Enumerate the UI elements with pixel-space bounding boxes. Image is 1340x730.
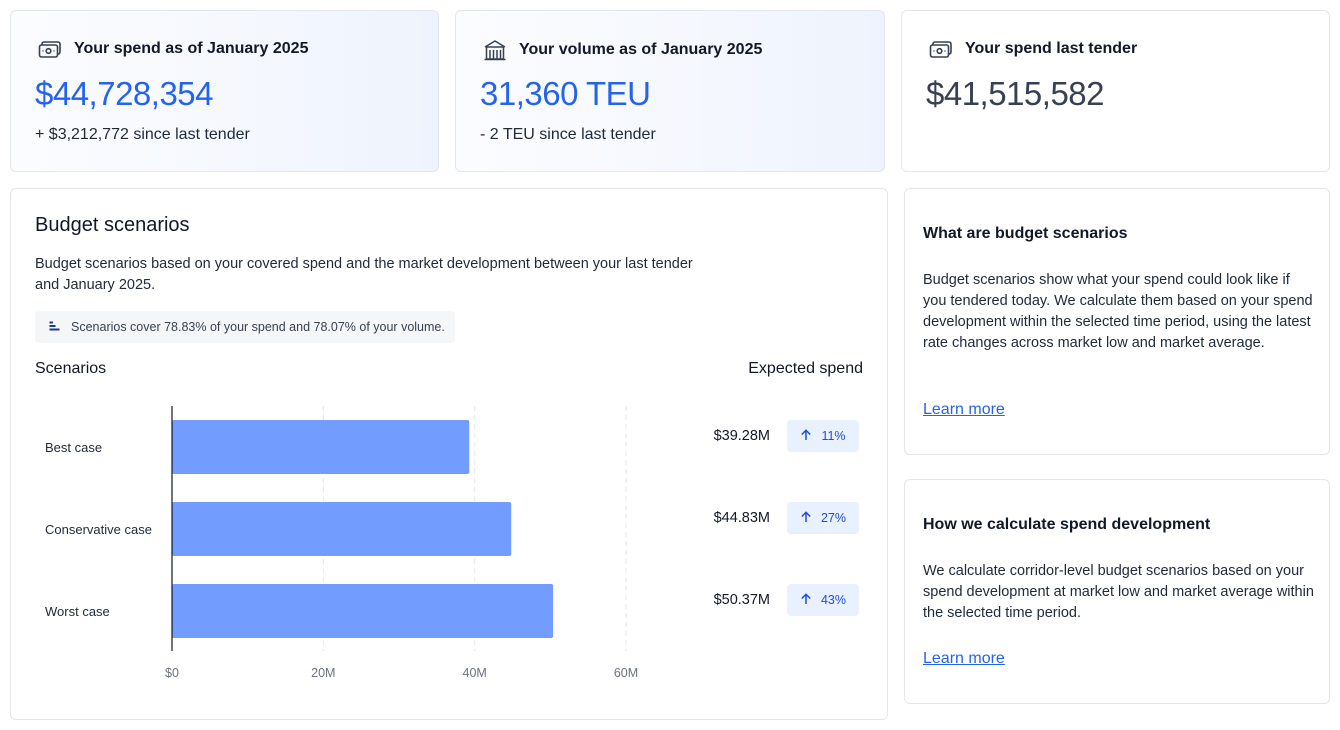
money-icon [929, 39, 953, 59]
money-icon [38, 39, 62, 59]
arrow-up-icon [800, 592, 812, 608]
info-text: We calculate corridor-level budget scena… [923, 563, 1314, 621]
stat-value: 31,360 TEU [480, 75, 651, 112]
arrow-up-icon [800, 510, 812, 526]
change-percent: 11% [821, 429, 846, 443]
stat-card-header: Your volume as of January 2025 [483, 39, 762, 61]
stat-title: Your spend as of January 2025 [74, 40, 309, 57]
stat-delta: - 2 TEU since last tender [480, 126, 656, 143]
change-badge: 27% [787, 502, 859, 534]
scenario-bar-chart: $0 20M 40M 60M Best case Conservative case Wor… [45, 406, 638, 680]
stat-card-header: Your spend as of January 2025 [38, 39, 308, 59]
scenario-bar[interactable] [172, 420, 470, 474]
change-percent: 43% [820, 593, 847, 607]
panel-description: Budget scenarios based on your covered s… [35, 256, 693, 293]
info-title: How we calculate spend development [923, 516, 1211, 533]
coverage-text: Scenarios cover 78.83% of your spend and… [71, 320, 445, 334]
stat-card-last-tender: Your spend last tender $41,515,582 [901, 10, 1330, 172]
stat-title: Your volume as of January 2025 [519, 41, 763, 58]
panel-title: Budget scenarios [35, 214, 190, 236]
expected-spend-value: $50.37M [713, 592, 770, 608]
category-label: Conservative case [45, 522, 152, 537]
x-tick-label: 60M [614, 666, 638, 680]
expected-spend-row: $39.28M 11% [714, 420, 859, 452]
learn-more-link[interactable]: Learn more [923, 650, 1005, 667]
scenario-bar[interactable] [172, 502, 512, 556]
bar-chart-icon [49, 320, 61, 335]
stat-card-volume: Your volume as of January 2025 31,360 TE… [455, 10, 885, 172]
stat-title: Your spend last tender [965, 40, 1138, 57]
expected-spend-row: $44.83M 27% [714, 502, 859, 534]
change-badge: 43% [787, 584, 859, 616]
change-badge: 11% [787, 420, 859, 452]
expected-spend-row: $50.37M 43% [714, 584, 859, 616]
stat-value: $41,515,582 [926, 75, 1105, 112]
stat-card-spend: Your spend as of January 2025 $44,728,35… [10, 10, 439, 172]
info-title: What are budget scenarios [923, 225, 1128, 242]
learn-more-link[interactable]: Learn more [923, 401, 1005, 418]
expected-spend-column-header: Expected spend [748, 360, 863, 377]
info-text: Budget scenarios show what your spend co… [923, 272, 1313, 351]
stat-delta: + $3,212,772 since last tender [35, 126, 250, 143]
info-card-budget-scenarios: What are budget scenarios Budget scenari… [904, 188, 1330, 455]
budget-scenarios-panel: Budget scenarios Budget scenarios based … [10, 188, 888, 720]
coverage-note: Scenarios cover 78.83% of your spend and… [35, 311, 455, 343]
expected-spend-value: $44.83M [713, 510, 770, 526]
category-label: Worst case [45, 604, 110, 619]
info-card-spend-development: How we calculate spend development We ca… [904, 479, 1330, 704]
scenarios-column-header: Scenarios [35, 360, 107, 377]
category-label: Best case [45, 440, 102, 455]
expected-spend-value: $39.28M [713, 428, 770, 444]
stat-value: $44,728,354 [35, 75, 214, 112]
scenario-bar[interactable] [172, 584, 554, 638]
x-tick-label: $0 [165, 666, 179, 680]
stat-card-header: Your spend last tender [929, 39, 1137, 59]
arrow-up-icon [800, 428, 812, 444]
x-tick-label: 20M [311, 666, 335, 680]
x-tick-label: 40M [463, 666, 487, 680]
warehouse-icon [483, 39, 507, 61]
change-percent: 27% [820, 511, 847, 525]
